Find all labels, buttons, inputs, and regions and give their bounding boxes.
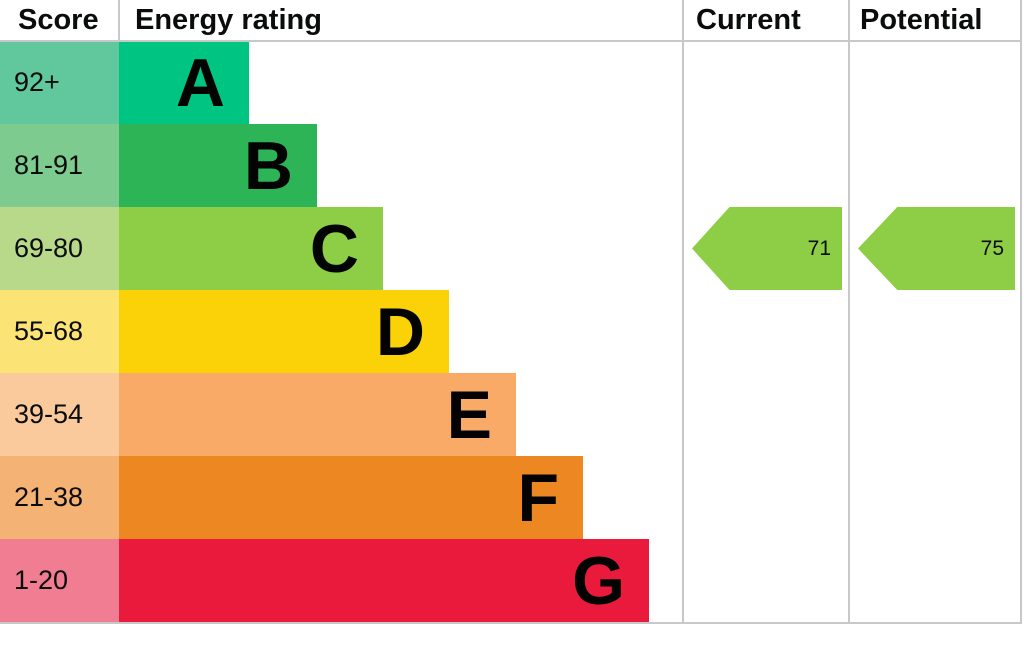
chart-bottom-border [0, 622, 1022, 624]
right-border [1020, 0, 1022, 624]
band-row-c: 69-80 C [0, 207, 1024, 290]
band-letter: B [243, 127, 293, 204]
potential-column-header: Potential [860, 4, 983, 36]
band-letter: D [375, 293, 425, 370]
band-bar: D [119, 290, 449, 373]
current-column-divider [682, 0, 684, 624]
band-row-e: 39-54 E [0, 373, 1024, 456]
band-row-d: 55-68 D [0, 290, 1024, 373]
score-header-divider [118, 0, 120, 42]
potential-rating-value: 75 [980, 236, 1004, 260]
band-row-a: 92+ A [0, 41, 1024, 124]
band-letter: G [572, 542, 625, 619]
potential-column-divider [848, 0, 850, 624]
band-letter: E [446, 376, 492, 453]
band-row-b: 81-91 B [0, 124, 1024, 207]
score-cell: 92+ [0, 41, 119, 124]
score-cell: 1-20 [0, 539, 119, 622]
score-cell: 69-80 [0, 207, 119, 290]
score-cell: 81-91 [0, 124, 119, 207]
score-cell: 21-38 [0, 456, 119, 539]
score-cell: 39-54 [0, 373, 119, 456]
band-bar: G [119, 539, 649, 622]
band-bar: E [119, 373, 516, 456]
energy-rating-column-header: Energy rating [135, 4, 322, 36]
band-bar: A [119, 41, 249, 124]
band-letter: C [309, 210, 359, 287]
current-column-header: Current [696, 4, 801, 36]
score-column-header: Score [18, 4, 99, 36]
band-bar: F [119, 456, 583, 539]
band-bar: B [119, 124, 317, 207]
band-letter: F [517, 459, 559, 536]
potential-rating-arrow: 75 [858, 207, 1015, 290]
header-bottom-border [0, 40, 1022, 42]
current-rating-value: 71 [807, 236, 831, 260]
band-letter: A [175, 44, 225, 121]
score-cell: 55-68 [0, 290, 119, 373]
band-row-f: 21-38 F [0, 456, 1024, 539]
band-row-g: 1-20 G [0, 539, 1024, 622]
band-bar: C [119, 207, 383, 290]
